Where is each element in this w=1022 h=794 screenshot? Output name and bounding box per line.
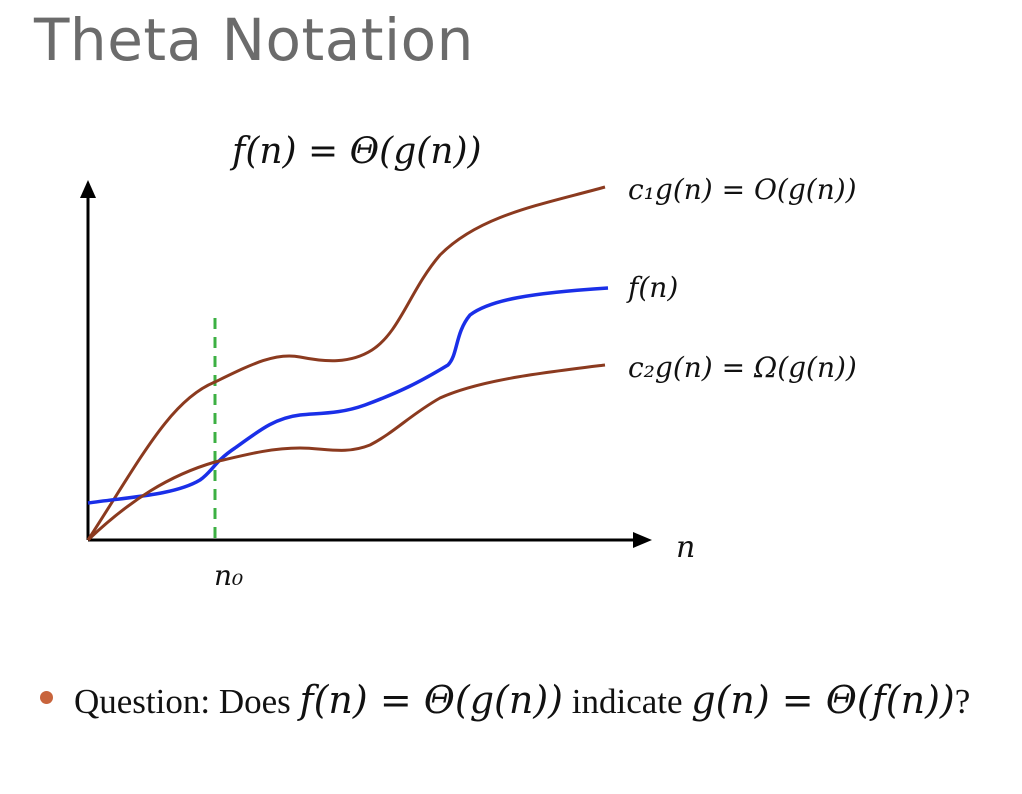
x-axis-arrowhead: [633, 532, 652, 548]
lower-curve-label: c₂g(n) = Ω(g(n)): [628, 351, 857, 384]
question-text: Question: Does f(n) = Θ(g(n)) indicate g…: [74, 672, 1000, 730]
formula-label: f(n) = Θ(g(n)): [229, 131, 482, 172]
y-axis-arrowhead: [80, 180, 96, 198]
question-bullet: Question: Does f(n) = Θ(g(n)) indicate g…: [40, 672, 1000, 730]
x-axis-label: n: [676, 530, 695, 565]
bullet-dot-icon: [40, 691, 53, 704]
question-middle: indicate: [563, 682, 692, 721]
question-math-1: f(n) = Θ(g(n)): [299, 678, 563, 722]
question-math-2: g(n) = Θ(f(n)): [691, 678, 955, 722]
function-curve: [87, 286, 609, 505]
lower-bound-curve: [86, 363, 606, 542]
question-suffix: ?: [954, 682, 971, 721]
upper-curve-label: c₁g(n) = O(g(n)): [628, 173, 857, 206]
question-prefix: Question: Does: [74, 682, 300, 721]
slide-title: Theta Notation: [34, 6, 474, 74]
n0-label: n₀: [214, 559, 243, 592]
function-label: f(n): [626, 271, 678, 304]
upper-bound-curve: [86, 185, 606, 541]
